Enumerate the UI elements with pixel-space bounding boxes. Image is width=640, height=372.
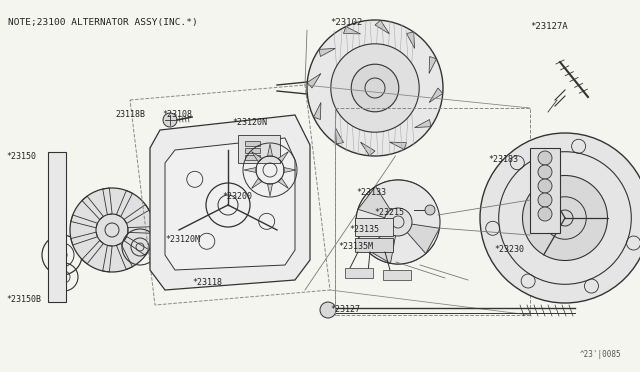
Bar (355, 218, 393, 236)
Circle shape (384, 208, 412, 236)
Polygon shape (398, 222, 440, 254)
Circle shape (356, 180, 440, 264)
Text: *23118: *23118 (192, 278, 222, 287)
Polygon shape (344, 26, 360, 34)
Circle shape (351, 64, 399, 112)
Bar (245, 155, 260, 160)
Text: NOTE;23100 ALTERNATOR ASSY(INC.*): NOTE;23100 ALTERNATOR ASSY(INC.*) (8, 18, 198, 27)
Circle shape (538, 207, 552, 221)
Text: *23120M: *23120M (165, 235, 200, 244)
Circle shape (538, 179, 552, 193)
Polygon shape (116, 190, 132, 217)
Text: *23127: *23127 (330, 305, 360, 314)
Polygon shape (165, 138, 295, 270)
Polygon shape (124, 237, 149, 256)
Bar (48, 152, 66, 302)
Bar (238, 135, 280, 163)
Polygon shape (124, 205, 149, 224)
Polygon shape (406, 32, 415, 48)
Bar (355, 238, 393, 252)
Text: *23102: *23102 (330, 18, 362, 27)
Polygon shape (314, 103, 321, 119)
Text: *23215: *23215 (374, 208, 404, 217)
Polygon shape (82, 196, 104, 219)
Circle shape (538, 193, 552, 207)
Polygon shape (268, 144, 273, 156)
Circle shape (320, 302, 336, 318)
Text: *23150: *23150 (6, 152, 36, 161)
Polygon shape (244, 167, 256, 173)
Polygon shape (365, 222, 398, 263)
Polygon shape (429, 57, 436, 74)
Bar (383, 270, 411, 280)
Polygon shape (360, 142, 375, 156)
Bar (530, 148, 560, 233)
Polygon shape (390, 142, 406, 150)
Polygon shape (375, 20, 390, 34)
Polygon shape (252, 152, 262, 162)
Circle shape (522, 176, 607, 260)
Circle shape (538, 151, 552, 165)
Polygon shape (82, 240, 104, 264)
Polygon shape (335, 128, 344, 144)
Text: *23135: *23135 (349, 225, 379, 234)
Polygon shape (252, 178, 262, 188)
Circle shape (480, 133, 640, 303)
Polygon shape (415, 119, 431, 128)
Text: *23108: *23108 (162, 110, 192, 119)
Polygon shape (278, 178, 289, 188)
Polygon shape (71, 232, 97, 245)
Polygon shape (116, 243, 132, 269)
Text: *23150B: *23150B (6, 295, 41, 304)
Circle shape (163, 113, 177, 127)
Circle shape (331, 44, 419, 132)
Circle shape (70, 188, 154, 272)
Polygon shape (128, 227, 154, 233)
Text: *23230: *23230 (494, 245, 524, 254)
Polygon shape (429, 88, 443, 103)
Text: *23133: *23133 (356, 188, 386, 197)
Polygon shape (284, 167, 296, 173)
Text: *23200: *23200 (222, 192, 252, 201)
Polygon shape (268, 184, 273, 196)
Polygon shape (102, 188, 112, 215)
Bar (345, 268, 373, 278)
Circle shape (425, 205, 435, 215)
Polygon shape (278, 152, 289, 162)
Bar (245, 141, 260, 146)
Text: 23118B: 23118B (115, 110, 145, 119)
Text: *23183: *23183 (488, 155, 518, 164)
Bar (245, 148, 260, 153)
Polygon shape (358, 186, 398, 222)
Polygon shape (150, 115, 310, 290)
Circle shape (307, 20, 443, 156)
Polygon shape (71, 215, 97, 228)
Text: *23120N: *23120N (232, 118, 267, 127)
Polygon shape (307, 74, 321, 88)
Polygon shape (102, 245, 112, 272)
Text: *23135M: *23135M (338, 242, 373, 251)
Text: *23127A: *23127A (530, 22, 568, 31)
Text: ^23'|0085: ^23'|0085 (580, 350, 621, 359)
Circle shape (538, 165, 552, 179)
Polygon shape (319, 48, 335, 57)
